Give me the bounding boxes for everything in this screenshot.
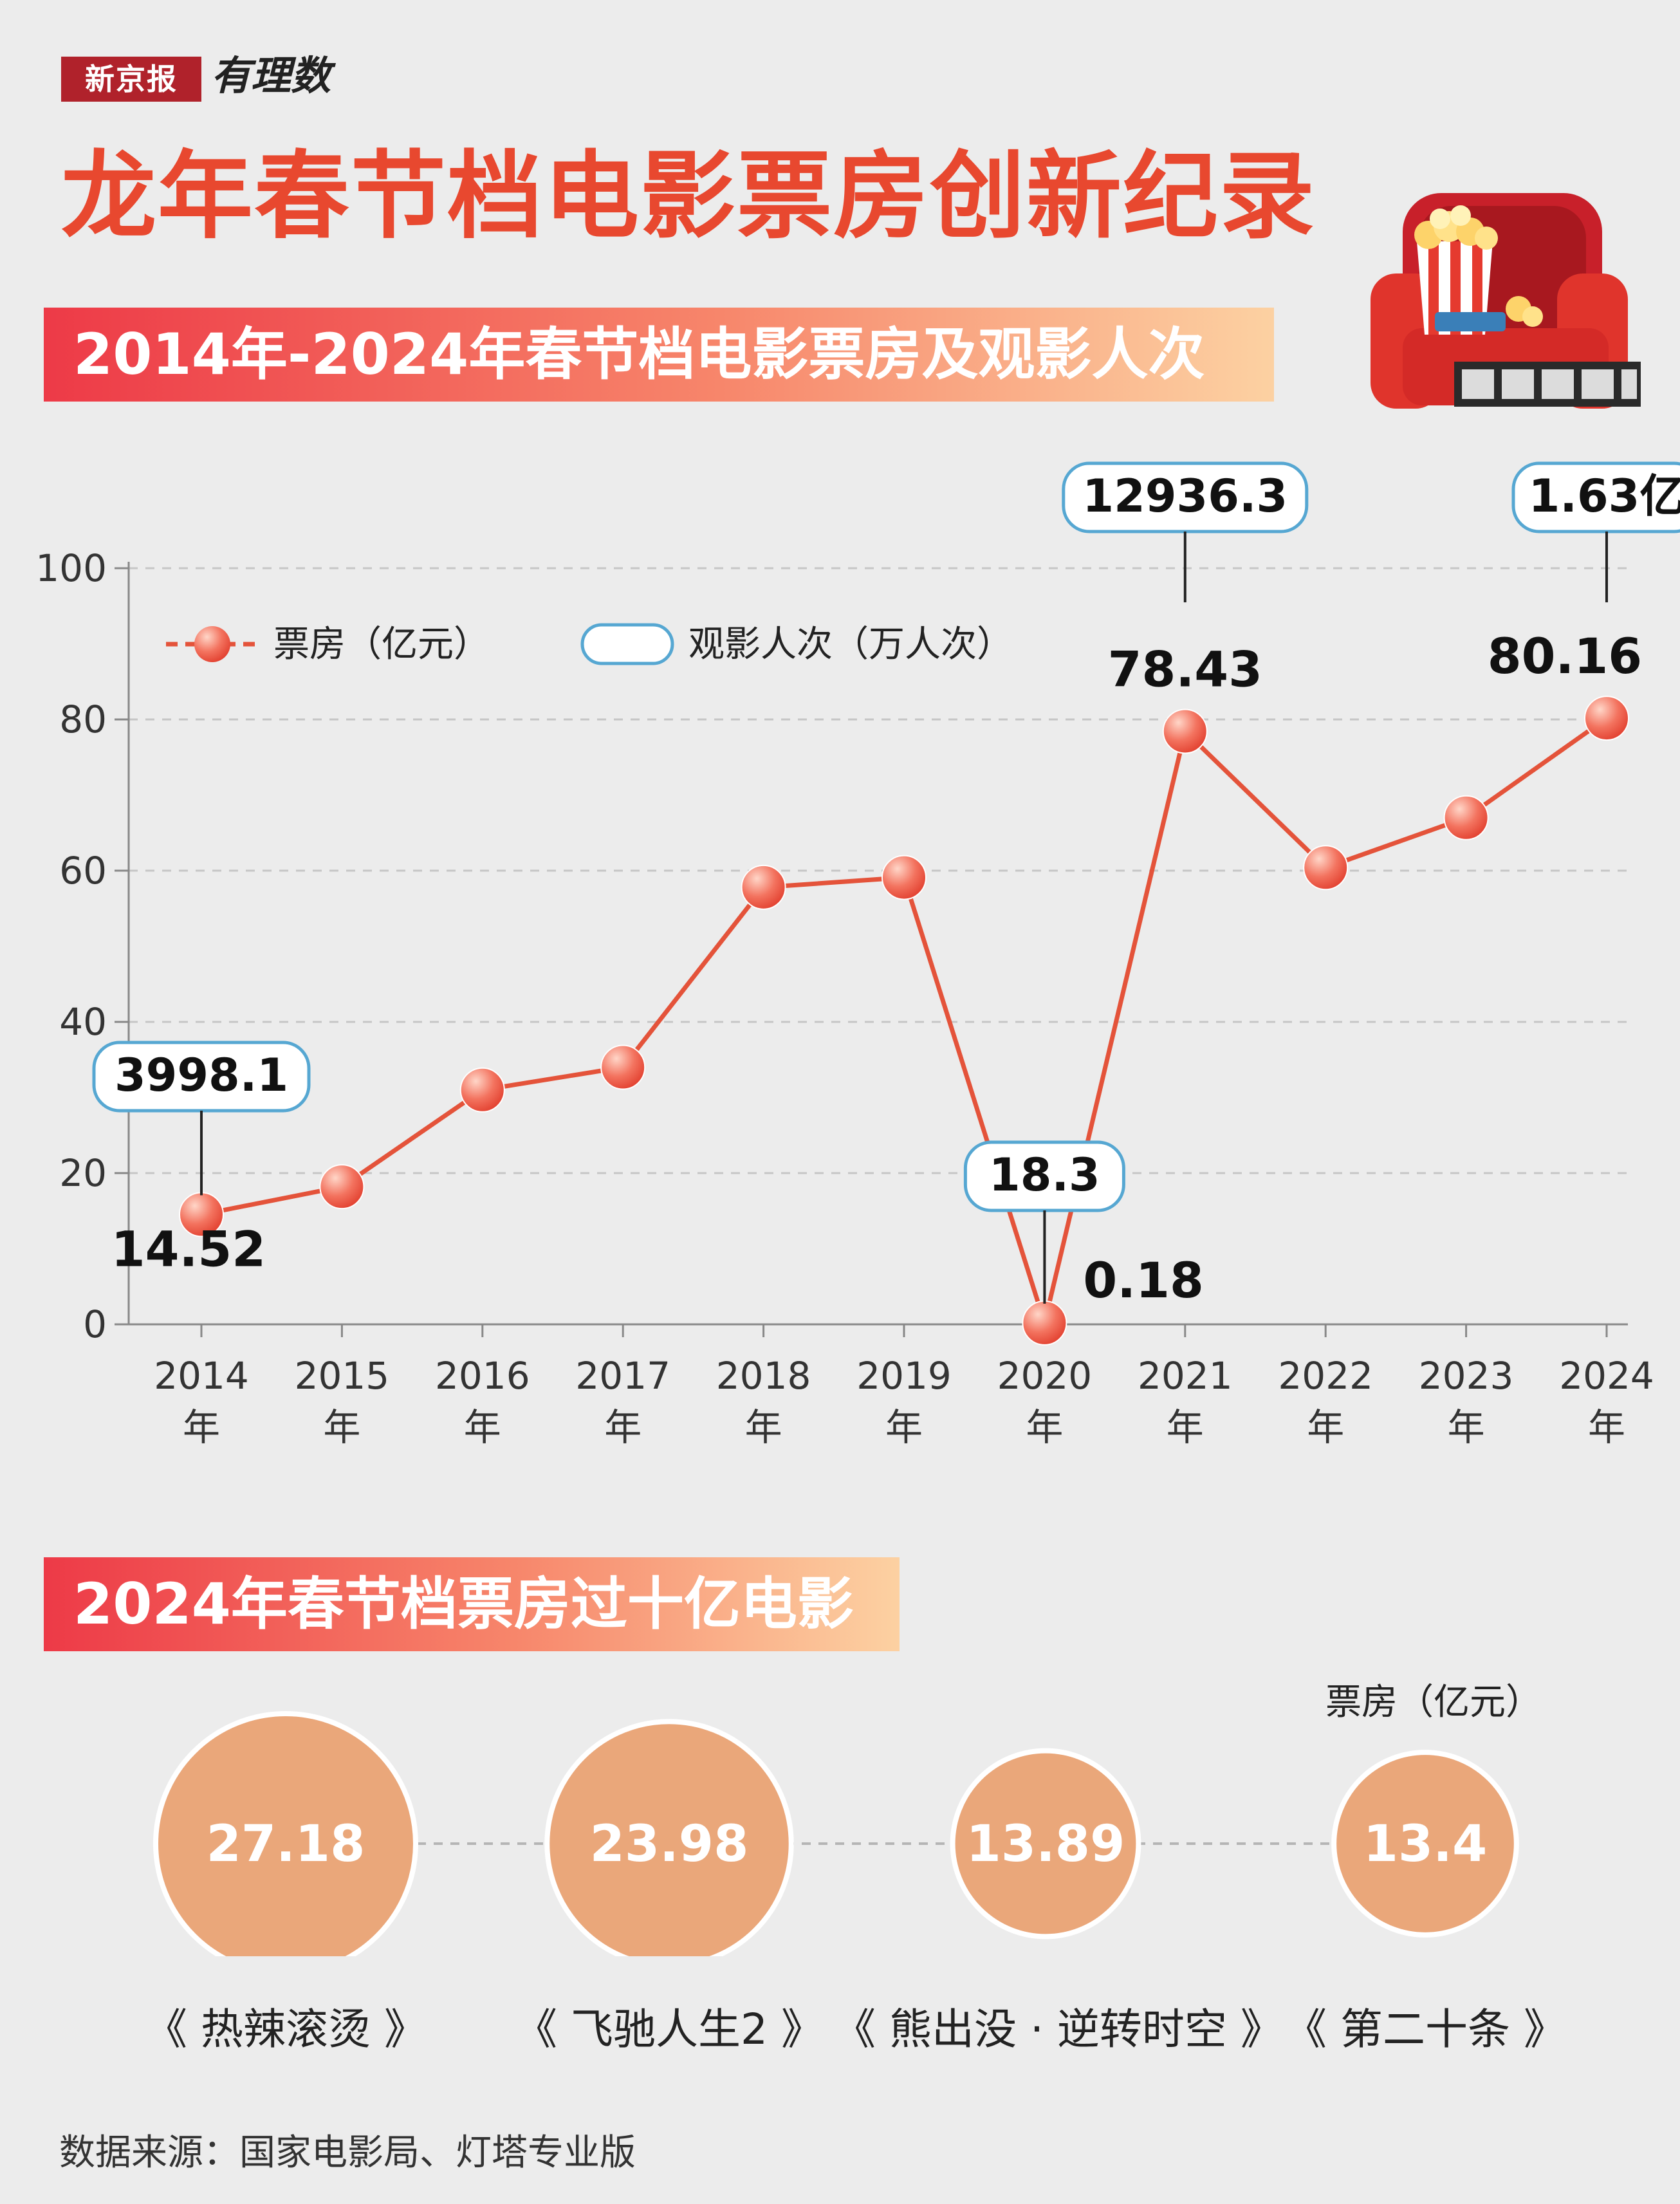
x-tick-suffix: 年 bbox=[745, 1405, 782, 1449]
y-tick-label: 40 bbox=[59, 1000, 107, 1044]
attendance-callout-text: 3998.1 bbox=[115, 1049, 288, 1102]
movie-name-label: 《 熊出没 · 逆转时空 》 bbox=[833, 2005, 1283, 2054]
movie-bubble-value: 23.98 bbox=[590, 1815, 749, 1873]
series-line bbox=[201, 716, 1609, 1326]
x-tick-year: 2016 bbox=[435, 1354, 530, 1398]
data-label: 14.52 bbox=[111, 1220, 266, 1277]
data-labels: 14.52 0.18 78.43 80.16 bbox=[111, 627, 1642, 1309]
x-tick-suffix: 年 bbox=[323, 1405, 360, 1449]
attendance-callout-text: 1.63亿 bbox=[1529, 470, 1680, 523]
chart-axes: 0 20 40 60 80 100 2014 年 2015 年 2016 年 2017 年 2018 年 201… bbox=[35, 546, 1654, 1449]
x-tick-year: 2019 bbox=[856, 1354, 952, 1398]
brand-logo: 新京报 bbox=[61, 57, 201, 102]
x-tick-suffix: 年 bbox=[1588, 1405, 1625, 1449]
movie-bubble bbox=[544, 1719, 794, 1956]
bubble-unit-label: 票房（亿元） bbox=[1325, 1681, 1542, 1723]
section-banner-movies: 2024年春节档票房过十亿电影 bbox=[44, 1557, 900, 1651]
legend-callout-swatch bbox=[580, 623, 674, 665]
source-note: 数据来源：国家电影局、灯塔专业版 bbox=[59, 2132, 636, 2174]
data-point bbox=[1443, 795, 1489, 840]
data-point bbox=[1162, 708, 1208, 754]
x-tick-suffix: 年 bbox=[885, 1405, 923, 1449]
data-point bbox=[459, 1067, 505, 1113]
data-point bbox=[882, 855, 927, 900]
movie-bubble-value: 13.89 bbox=[966, 1815, 1125, 1873]
attendance-callouts: 3998.1 18.3 12936.3 1.63亿 bbox=[92, 461, 1680, 1304]
section-banner-trend: 2014年-2024年春节档电影票房及观影人次 bbox=[44, 308, 1274, 402]
attendance-callout-text: 12936.3 bbox=[1082, 470, 1288, 523]
x-tick-suffix: 年 bbox=[1307, 1405, 1344, 1449]
x-tick-year: 2015 bbox=[295, 1354, 390, 1398]
data-point bbox=[600, 1044, 646, 1090]
y-tick-label: 0 bbox=[83, 1302, 107, 1346]
movie-bubble bbox=[1331, 1750, 1519, 1938]
cinema-seat-popcorn-icon bbox=[1371, 193, 1641, 409]
x-tick-suffix: 年 bbox=[1167, 1405, 1204, 1449]
movie-name-label: 《 飞驰人生2 》 bbox=[515, 2005, 824, 2054]
data-point bbox=[741, 864, 786, 910]
x-tick-suffix: 年 bbox=[1448, 1405, 1485, 1449]
x-tick-suffix: 年 bbox=[464, 1405, 501, 1449]
movie-bubble-value: 27.18 bbox=[207, 1815, 365, 1873]
column-logo: 有理数 bbox=[211, 52, 331, 99]
x-tick-suffix: 年 bbox=[1026, 1405, 1063, 1449]
legend-dot-swatch bbox=[194, 626, 230, 662]
movie-name-label: 《 第二十条 》 bbox=[1284, 2005, 1566, 2054]
x-tick-suffix: 年 bbox=[183, 1405, 220, 1449]
x-tick-year: 2020 bbox=[997, 1354, 1093, 1398]
movie-name-label: 《 热辣滚烫 》 bbox=[145, 2005, 427, 2054]
data-point bbox=[1022, 1300, 1067, 1346]
legend-label-box-office: 票房（亿元） bbox=[273, 624, 490, 665]
x-tick-year: 2022 bbox=[1278, 1354, 1373, 1398]
data-label: 0.18 bbox=[1083, 1252, 1204, 1309]
data-label: 78.43 bbox=[1108, 640, 1262, 698]
y-tick-label: 60 bbox=[59, 849, 107, 893]
x-tick-year: 2014 bbox=[154, 1354, 249, 1398]
movie-bubble bbox=[153, 1711, 418, 1956]
data-point bbox=[319, 1164, 365, 1210]
movie-bubble-chart: 27.18 23.98 13.89 13.4 bbox=[153, 1711, 1519, 1956]
y-tick-label: 20 bbox=[59, 1151, 107, 1195]
attendance-callout-text: 18.3 bbox=[989, 1149, 1100, 1201]
y-tick-label: 80 bbox=[59, 698, 107, 741]
x-tick-year: 2017 bbox=[575, 1354, 670, 1398]
chart-legend: 票房（亿元） 观影人次（万人次） bbox=[166, 623, 1013, 665]
x-tick-year: 2023 bbox=[1419, 1354, 1514, 1398]
data-point bbox=[1303, 845, 1349, 891]
movie-bubble-value: 13.4 bbox=[1363, 1815, 1487, 1873]
y-tick-label: 100 bbox=[35, 546, 107, 590]
x-tick-year: 2018 bbox=[716, 1354, 811, 1398]
page-title: 龙年春节档电影票房创新纪录 bbox=[61, 141, 1316, 252]
x-tick-suffix: 年 bbox=[604, 1405, 642, 1449]
x-tick-year: 2021 bbox=[1138, 1354, 1233, 1398]
movie-bubble bbox=[950, 1748, 1141, 1940]
data-label: 80.16 bbox=[1488, 627, 1642, 685]
legend-label-attendance: 观影人次（万人次） bbox=[688, 624, 1013, 665]
series-box-office bbox=[179, 696, 1629, 1346]
data-point bbox=[1584, 696, 1629, 741]
box-office-line-chart: 0 20 40 60 80 100 2014 年 2015 年 2016 年 2017 年 2018 年 201… bbox=[35, 461, 1680, 1449]
x-tick-year: 2024 bbox=[1559, 1354, 1654, 1398]
